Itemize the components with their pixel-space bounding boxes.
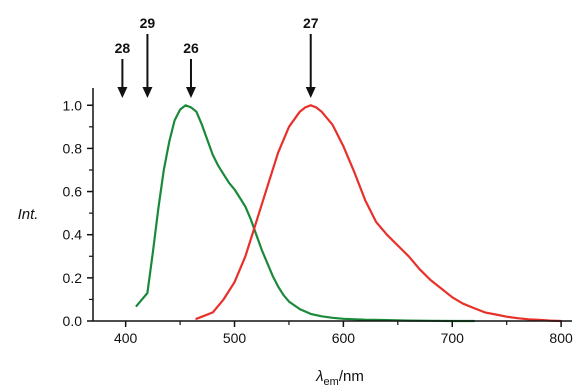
peak-label-27: 27	[303, 15, 319, 31]
ticks: 400 500 600 700 800 0.0 0.2 0.4 0.6 0.8 1.0	[63, 97, 573, 346]
peak-arrowhead-29	[142, 87, 153, 98]
series-layer	[135, 104, 563, 323]
x-tick-label: 400	[114, 330, 138, 346]
x-axis-label-symbol: λ	[315, 368, 323, 385]
x-tick-label: 500	[223, 330, 247, 346]
y-tick-label: 0.4	[63, 227, 83, 243]
y-axis-label: Int.	[18, 206, 39, 223]
y-tick-label: 0.6	[63, 184, 83, 200]
peak-label-28: 28	[115, 40, 131, 56]
x-tick-label: 600	[332, 330, 356, 346]
y-tick-label: 0.0	[63, 313, 83, 329]
y-tick-label: 0.2	[63, 270, 83, 286]
peak-label-26: 26	[183, 40, 199, 56]
peak-arrowhead-27	[305, 87, 316, 98]
series-line-2	[195, 104, 563, 323]
x-axis-label-subscript: em	[324, 376, 339, 387]
y-tick-label: 1.0	[63, 97, 83, 113]
peak-arrowhead-28	[117, 87, 128, 98]
peak-annotations: 28 29 26 27	[115, 15, 319, 98]
axes	[92, 88, 572, 322]
peak-label-29: 29	[140, 15, 156, 31]
y-tick-label: 0.8	[63, 140, 83, 156]
x-tick-label: 700	[441, 330, 465, 346]
x-axis-label: λem/nm	[315, 368, 364, 387]
peak-arrowhead-26	[185, 87, 196, 98]
x-tick-label: 800	[549, 330, 573, 346]
series-line-1	[135, 104, 476, 323]
x-axis-label-unit: /nm	[339, 368, 364, 385]
